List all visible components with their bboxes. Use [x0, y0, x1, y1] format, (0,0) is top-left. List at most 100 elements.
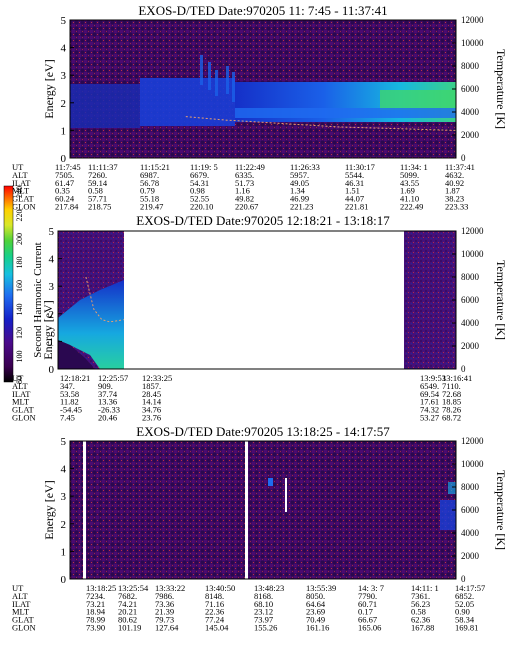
colorbar-tick-label: 140	[15, 304, 24, 316]
ephemeris-value: 0.79	[140, 186, 155, 196]
ephemeris-value: 347.	[60, 381, 75, 391]
panel-1-right-ticks: 0 2000 4000 6000 8000 10000 12000	[452, 15, 484, 163]
ephemeris-value: 145.04	[205, 623, 229, 633]
ephemeris-value: 14: 3: 7	[358, 583, 384, 593]
energy-tick-label: 1	[61, 125, 67, 137]
panel-1: EXOS-D/TED Date:970205 11: 7:45 - 11:37:…	[12, 3, 505, 212]
ephemeris-value: 70.49	[306, 615, 325, 625]
ephemeris-value: 155.26	[254, 623, 277, 633]
ephemeris-value: 66.67	[358, 615, 377, 625]
ephemeris-value: 49.82	[235, 194, 254, 204]
ephemeris-value: 14:17:57	[455, 583, 485, 593]
ephemeris-value: 6852.	[455, 591, 474, 601]
colorbar-tick-label: 240	[15, 186, 24, 198]
ephemeris-value: 221.81	[345, 202, 368, 212]
ephemeris-row-label: GLON	[12, 202, 36, 212]
temperature-tick-label: 10000	[461, 249, 484, 259]
temperature-tick-label: 8000	[461, 482, 480, 492]
energy-tick-label: 1	[61, 546, 67, 558]
ephemeris-value: 21.39	[155, 607, 174, 617]
panel-1-temperature-trace	[185, 116, 457, 131]
panel-1-spikes	[200, 55, 235, 102]
ephemeris-value: 13:16:41	[442, 373, 472, 383]
panel-3-y2label: Temperature [K]	[494, 470, 505, 550]
ephemeris-value: 11:26:33	[290, 162, 320, 172]
ephemeris-value: 11:15:21	[140, 162, 170, 172]
panel-2-y2label: Temperature [K]	[494, 260, 505, 340]
ephemeris-row-label: ALT	[12, 591, 29, 601]
ephemeris-value: 222.49	[400, 202, 423, 212]
ephemeris-value: 8168.	[254, 591, 273, 601]
ephemeris-row-label: ILAT	[12, 178, 31, 188]
ephemeris-value: 56.78	[140, 178, 159, 188]
ephemeris-value: 223.33	[445, 202, 468, 212]
ephemeris-value: 23.12	[254, 607, 273, 617]
ephemeris-value: 5099.	[400, 170, 419, 180]
ephemeris-value: 0.17	[358, 607, 373, 617]
ephemeris-value: 37.74	[98, 389, 118, 399]
ephemeris-value: 7505.	[55, 170, 74, 180]
ephemeris-value: 8148.	[205, 591, 224, 601]
ephemeris-value: 219.47	[140, 202, 163, 212]
ephemeris-value: 18.85	[442, 397, 461, 407]
panel-1-intensity-streak	[215, 70, 218, 96]
ephemeris-value: 20.21	[118, 607, 137, 617]
colorbar-label: Second Harmonic Current	[32, 242, 44, 357]
ephemeris-value: 217.84	[55, 202, 79, 212]
ephemeris-row-label: UT	[12, 373, 24, 383]
ephemeris-value: 14.14	[142, 397, 162, 407]
ephemeris-row-label: GLAT	[12, 405, 35, 415]
ephemeris-value: 0.98	[190, 186, 205, 196]
temperature-tick-label: 10000	[461, 459, 484, 469]
energy-tick-label: 0	[61, 574, 67, 586]
temperature-tick-label: 0	[461, 574, 466, 584]
ephemeris-value: 18.94	[86, 607, 106, 617]
ephemeris-value: 220.10	[190, 202, 213, 212]
ephemeris-value: 60.71	[358, 599, 377, 609]
ephemeris-value: 64.64	[306, 599, 326, 609]
ephemeris-value: 0.35	[55, 186, 70, 196]
ephemeris-value: 71.16	[205, 599, 224, 609]
ephemeris-value: 56.23	[411, 599, 430, 609]
colorbar-tick-label: 160	[15, 280, 24, 292]
energy-tick-label: 5	[49, 226, 55, 238]
ephemeris-value: 7361.	[411, 591, 430, 601]
ephemeris-value: 68.72	[442, 413, 461, 423]
temperature-tick-label: 2000	[461, 130, 480, 140]
temperature-tick-label: 0	[461, 364, 466, 374]
panel-1-intensity-streak	[200, 55, 203, 85]
panel-1-ylabel: Energy [eV]	[42, 59, 56, 118]
ephemeris-value: 8050.	[306, 591, 325, 601]
ephemeris-value: 0.90	[455, 607, 470, 617]
temperature-tick-label: 6000	[461, 295, 480, 305]
panel-2-blue-band	[58, 280, 124, 369]
ephemeris-value: 13:55:39	[306, 583, 336, 593]
energy-tick-label: 5	[61, 436, 67, 448]
ephemeris-value: 169.81	[455, 623, 478, 633]
panel-1-title: EXOS-D/TED Date:970205 11: 7:45 - 11:37:…	[138, 3, 387, 18]
ephemeris-value: 11.82	[60, 397, 79, 407]
temperature-tick-label: 12000	[461, 226, 484, 236]
ephemeris-row-label: GLON	[12, 413, 36, 423]
ephemeris-value: 1.34	[290, 186, 306, 196]
ephemeris-value: 11:11:37	[88, 162, 118, 172]
ephemeris-value: 11:30:17	[345, 162, 375, 172]
ephemeris-value: 69.54	[420, 389, 440, 399]
panel-3: EXOS-D/TED Date:970205 13:18:25 - 14:17:…	[12, 424, 505, 633]
panel-1-band-core	[380, 90, 456, 110]
ephemeris-value: 73.36	[155, 599, 174, 609]
colorbar: 80 100 120 140 160 180 200 220 240 Second Harmon…	[3, 185, 44, 384]
ephemeris-value: 23.76	[142, 413, 161, 423]
panel-1-band-lower	[235, 108, 456, 118]
panel-3-title: EXOS-D/TED Date:970205 13:18:25 - 14:17:…	[136, 424, 390, 439]
panel-2-title: EXOS-D/TED Date:970205 12:18:21 - 13:18:…	[136, 213, 390, 228]
energy-tick-label: 2	[61, 98, 67, 110]
panel-1-band-blue	[70, 84, 140, 128]
energy-tick-label: 5	[61, 15, 67, 27]
temperature-tick-label: 4000	[461, 318, 480, 328]
ephemeris-value: 13.36	[98, 397, 117, 407]
colorbar-tick-label: 80	[15, 376, 24, 384]
ephemeris-value: 5957.	[290, 170, 309, 180]
